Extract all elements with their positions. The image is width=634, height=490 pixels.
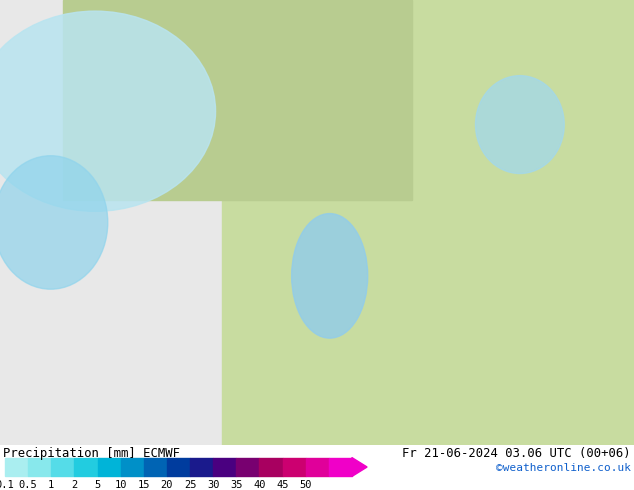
Text: 15: 15 bbox=[138, 480, 150, 490]
Text: 0.5: 0.5 bbox=[19, 480, 37, 490]
Bar bbox=[306, 458, 329, 476]
Bar bbox=[5, 458, 28, 476]
Bar bbox=[283, 458, 306, 476]
Bar bbox=[28, 458, 51, 476]
Bar bbox=[51, 458, 74, 476]
Text: ©weatheronline.co.uk: ©weatheronline.co.uk bbox=[496, 463, 631, 473]
Bar bbox=[213, 458, 236, 476]
Bar bbox=[120, 458, 144, 476]
Ellipse shape bbox=[292, 214, 368, 338]
Bar bbox=[190, 458, 213, 476]
Text: 10: 10 bbox=[114, 480, 127, 490]
Bar bbox=[74, 458, 98, 476]
Ellipse shape bbox=[476, 75, 564, 173]
Text: 25: 25 bbox=[184, 480, 197, 490]
Text: Precipitation [mm] ECMWF: Precipitation [mm] ECMWF bbox=[3, 447, 180, 460]
Text: 20: 20 bbox=[160, 480, 173, 490]
Text: 0.1: 0.1 bbox=[0, 480, 15, 490]
Ellipse shape bbox=[0, 11, 216, 211]
Text: 30: 30 bbox=[207, 480, 219, 490]
Bar bbox=[98, 458, 120, 476]
Bar bbox=[167, 458, 190, 476]
Text: 35: 35 bbox=[230, 480, 243, 490]
Text: 2: 2 bbox=[71, 480, 77, 490]
Bar bbox=[236, 458, 259, 476]
Text: 50: 50 bbox=[299, 480, 312, 490]
Bar bbox=[329, 458, 352, 476]
Polygon shape bbox=[352, 458, 367, 476]
Bar bbox=[259, 458, 283, 476]
Bar bbox=[144, 458, 167, 476]
Bar bbox=[222, 0, 634, 445]
Ellipse shape bbox=[0, 156, 108, 289]
Text: 45: 45 bbox=[276, 480, 288, 490]
Bar bbox=[63, 0, 412, 200]
Text: 1: 1 bbox=[48, 480, 55, 490]
Text: Fr 21-06-2024 03.06 UTC (00+06): Fr 21-06-2024 03.06 UTC (00+06) bbox=[402, 447, 631, 460]
Text: 5: 5 bbox=[94, 480, 101, 490]
Text: 40: 40 bbox=[253, 480, 266, 490]
